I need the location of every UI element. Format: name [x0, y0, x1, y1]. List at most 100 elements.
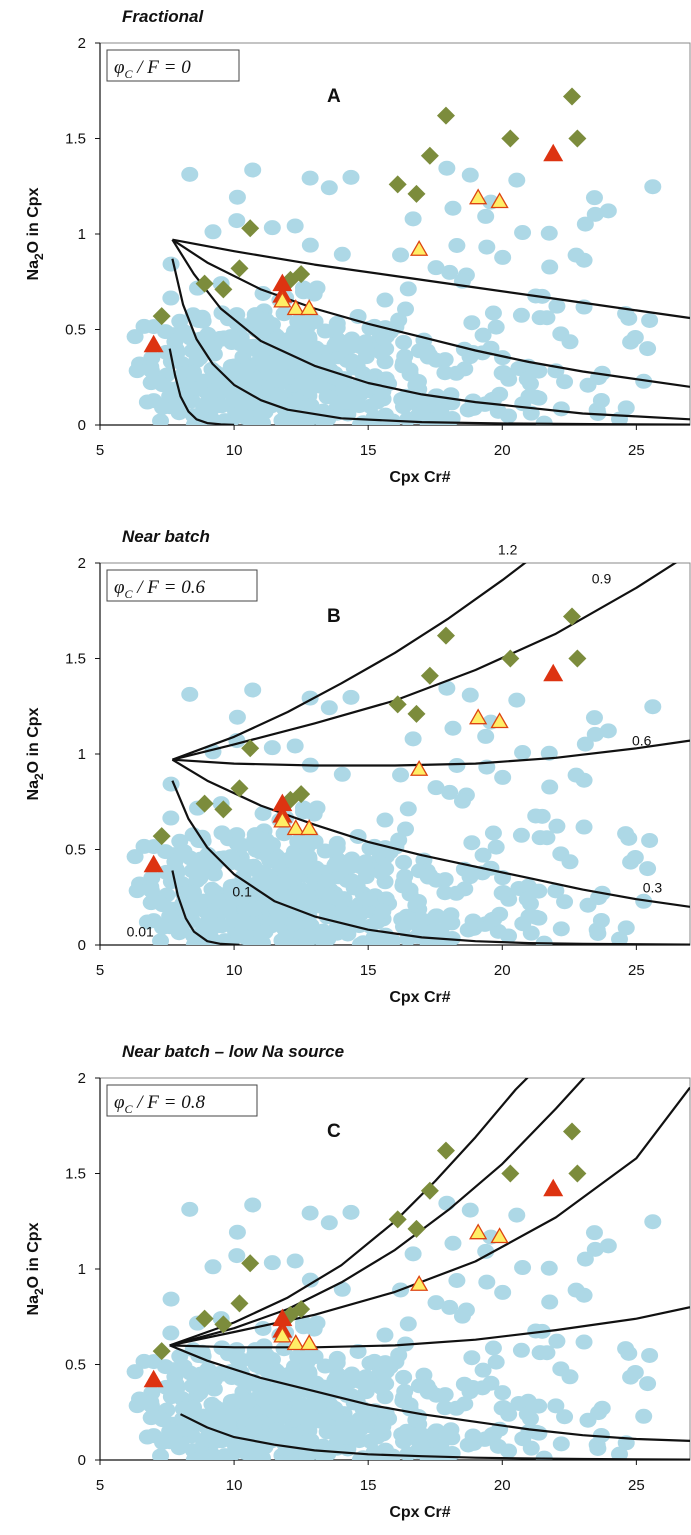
melt-dot [409, 894, 427, 910]
y-tick-label: 1.5 [65, 651, 86, 668]
melt-dot [190, 381, 208, 397]
melt-dot [245, 901, 263, 917]
melt-dot [366, 936, 384, 945]
melt-dot [261, 1401, 279, 1417]
melt-dot [333, 246, 351, 262]
melt-dot [599, 1238, 617, 1254]
melt-dot [294, 333, 312, 349]
melt-dot [427, 780, 445, 796]
melt-dot [228, 316, 246, 332]
melt-dot [126, 849, 144, 865]
melt-dot [500, 928, 518, 944]
melt-dot [443, 1445, 461, 1460]
melt-dot [548, 818, 566, 834]
x-tick-label: 5 [96, 442, 104, 459]
y-tick-label: 1 [78, 1261, 86, 1278]
melt-dot [381, 1359, 399, 1375]
melt-dot [399, 1316, 417, 1332]
red-triangle-marker [143, 854, 164, 873]
melt-dot [487, 839, 505, 855]
yellow-triangle-marker [273, 811, 292, 828]
melt-dot [399, 281, 417, 297]
melt-dot [635, 1408, 653, 1424]
melt-dot [547, 883, 565, 899]
melt-dot [456, 1396, 474, 1412]
melt-dot [154, 1434, 172, 1450]
melt-dot [575, 819, 593, 835]
melt-dot [626, 1364, 644, 1380]
melt-dot [128, 363, 146, 379]
melt-dot [228, 1351, 246, 1367]
melt-dot [620, 830, 638, 846]
diamond-marker [230, 259, 249, 278]
melt-dot [275, 1341, 293, 1357]
melt-dot [326, 1405, 344, 1421]
y-tick-label: 0.5 [65, 1357, 86, 1374]
diamond-marker [292, 1300, 311, 1319]
melt-dot [200, 397, 218, 413]
melt-dot [585, 190, 603, 206]
melt-dot [395, 1369, 413, 1385]
melt-dot [257, 354, 275, 370]
y-tick-label: 0 [78, 417, 86, 434]
melt-dot [126, 1364, 144, 1380]
melt-dot [531, 1345, 549, 1361]
melt-dot [222, 329, 240, 345]
x-tick-label: 25 [628, 442, 645, 459]
melt-dot [477, 1243, 495, 1259]
melt-dot [396, 868, 414, 884]
melt-dot [277, 1405, 295, 1421]
model-curve [169, 1078, 586, 1347]
chart-svg: Fractional 5 10 15 20 25 0 0.5 1 1.5 2 Cpx Cr# Na2O … [25, 7, 691, 486]
melt-dot [181, 1201, 199, 1217]
melt-dot [342, 1204, 360, 1220]
melt-dot [296, 371, 314, 387]
melt-dot [142, 363, 160, 379]
diamond-marker [195, 1309, 214, 1328]
melt-dot [586, 1241, 604, 1257]
melt-dot [412, 926, 430, 942]
melt-dot [441, 1299, 459, 1315]
yellow-triangle-marker [469, 188, 488, 205]
red-triangle-marker [543, 143, 564, 162]
diamond-marker [407, 704, 426, 723]
diamond-marker [501, 129, 520, 148]
melt-dot [626, 849, 644, 865]
melt-dot [412, 406, 430, 422]
model-curve [171, 870, 240, 945]
melt-dot [409, 374, 427, 390]
melt-dot [162, 290, 180, 306]
melt-dot [240, 1373, 258, 1389]
yellow-triangle-marker [469, 1223, 488, 1240]
x-axis-label: Cpx Cr# [389, 469, 450, 486]
melt-dot [556, 894, 574, 910]
chart-panel-b: Near batch 1.2 0.9 0.6 0.3 0.1 0.01 5 10 15 20 25 0 0… [0, 520, 691, 1020]
melt-dot [579, 897, 597, 913]
melt-dot [311, 898, 329, 914]
melt-dot [552, 1436, 570, 1452]
y-axis-label: Na2O in Cpx [25, 187, 46, 280]
melt-dot [448, 1272, 466, 1288]
melt-dot [548, 1333, 566, 1349]
melt-dot [162, 874, 180, 890]
melt-dot [286, 915, 304, 931]
melt-dot [275, 826, 293, 842]
melt-dot [463, 835, 481, 851]
diamond-marker [152, 307, 171, 326]
curve-label: 0.6 [632, 733, 652, 749]
melt-dot [397, 821, 415, 837]
diamond-marker [214, 800, 233, 819]
melt-dot [152, 413, 170, 425]
diamond-marker [407, 1219, 426, 1238]
melt-dot [161, 908, 179, 924]
yellow-triangle-marker [410, 239, 429, 256]
melt-dot [567, 247, 585, 263]
parameter-label: φC / F = 0 [114, 57, 191, 81]
melt-dot [343, 353, 361, 369]
melt-dot [225, 912, 243, 928]
melt-dot [438, 911, 456, 927]
melt-dot [339, 394, 357, 410]
melt-dot [277, 370, 295, 386]
melt-dot [599, 203, 617, 219]
melt-dot [228, 189, 246, 205]
